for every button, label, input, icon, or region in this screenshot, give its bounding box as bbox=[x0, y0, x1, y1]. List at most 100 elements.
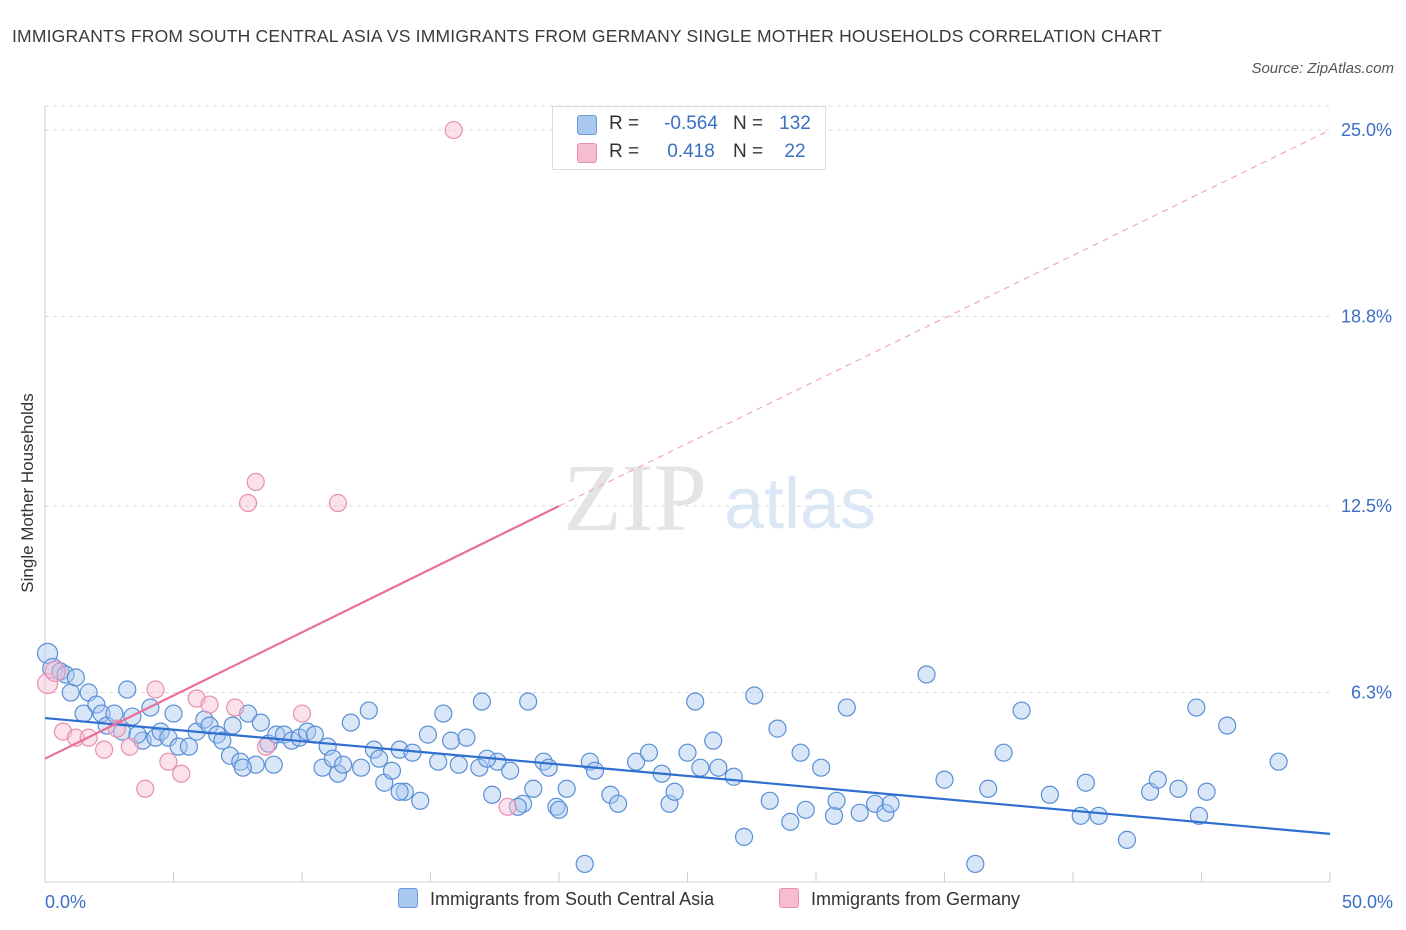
pink-point-0 bbox=[36, 672, 59, 695]
trend-lines bbox=[44, 129, 1331, 835]
blue-point-33 bbox=[251, 713, 270, 732]
x-tick-label-1: 50.0% bbox=[1342, 892, 1393, 912]
source-label: Source: ZipAtlas.com bbox=[1251, 60, 1394, 77]
blue-point-20 bbox=[164, 704, 183, 723]
axes bbox=[44, 106, 1331, 883]
blue-point-130 bbox=[233, 758, 252, 777]
blue-point-110 bbox=[1040, 785, 1059, 804]
blue-point-4 bbox=[61, 683, 80, 702]
blue-point-100 bbox=[850, 803, 869, 822]
pink-point-19 bbox=[328, 493, 348, 513]
blue-point-84 bbox=[686, 692, 705, 711]
bottom-legend-label-blue: Immigrants from South Central Asia bbox=[430, 889, 715, 909]
blue-point-44 bbox=[328, 764, 348, 783]
pink-point-16 bbox=[246, 472, 265, 492]
blue-point-95 bbox=[796, 800, 815, 819]
blue-point-89 bbox=[734, 827, 754, 846]
blue-point-13 bbox=[118, 680, 137, 699]
blue-point-29 bbox=[223, 716, 242, 735]
blue-point-66 bbox=[501, 761, 520, 780]
blue-point-105 bbox=[935, 770, 954, 789]
blue-point-94 bbox=[791, 743, 810, 762]
chart-title: IMMIGRANTS FROM SOUTH CENTRAL ASIA VS IM… bbox=[12, 26, 1162, 46]
pink-point-5 bbox=[95, 740, 114, 759]
blue-point-92 bbox=[768, 719, 787, 738]
legend-swatch-pink bbox=[577, 143, 597, 163]
blue-point-82 bbox=[665, 782, 684, 801]
blue-point-56 bbox=[418, 725, 438, 744]
blue-point-49 bbox=[370, 749, 389, 768]
pink-point-1 bbox=[44, 660, 66, 683]
blue-point-72 bbox=[547, 797, 566, 816]
blue-point-5 bbox=[66, 668, 85, 687]
blue-point-27 bbox=[213, 731, 232, 750]
pink-point-13 bbox=[200, 695, 219, 714]
trend-line-pink bbox=[44, 505, 560, 760]
legend-box: R = -0.564 N = 132 R = 0.418 N = 22 bbox=[552, 106, 826, 170]
y-tick-label-2: 18.8% bbox=[1341, 307, 1392, 327]
blue-point-55 bbox=[411, 791, 430, 810]
blue-point-108 bbox=[994, 743, 1013, 762]
blue-point-73 bbox=[557, 779, 576, 798]
blue-point-107 bbox=[979, 779, 998, 798]
blue-point-116 bbox=[1148, 770, 1167, 789]
blue-point-58 bbox=[434, 704, 453, 723]
blue-point-122 bbox=[1269, 752, 1288, 771]
blue-point-60 bbox=[449, 755, 468, 774]
blue-point-87 bbox=[709, 758, 728, 777]
blue-point-97 bbox=[824, 806, 844, 825]
blue-point-125 bbox=[334, 755, 353, 774]
blue-point-121 bbox=[1218, 716, 1237, 735]
legend-r-label: R = bbox=[609, 113, 640, 134]
blue-point-129 bbox=[575, 854, 594, 874]
pink-point-7 bbox=[120, 737, 139, 756]
blue-point-22 bbox=[179, 737, 199, 756]
blue-point-28 bbox=[220, 746, 240, 765]
blue-point-21 bbox=[169, 737, 188, 756]
tick-labels: 6.3% 12.5% 18.8% 25.0% 0.0% 50.0% bbox=[45, 120, 1393, 912]
blue-point-106 bbox=[966, 854, 985, 874]
y-tick-label-3: 25.0% bbox=[1341, 120, 1392, 140]
pink-point-11 bbox=[172, 764, 191, 783]
watermark-zip: ZIP bbox=[563, 444, 707, 551]
blue-point-117 bbox=[1169, 779, 1188, 798]
bottom-legend-label-pink: Immigrants from Germany bbox=[811, 889, 1021, 909]
blue-point-48 bbox=[364, 740, 384, 759]
blue-point-114 bbox=[1117, 830, 1137, 849]
pink-point-9 bbox=[146, 680, 165, 699]
pink-point-21 bbox=[498, 797, 517, 816]
blue-point-104 bbox=[917, 665, 936, 684]
blue-point-79 bbox=[639, 743, 659, 762]
legend-r-value: -0.564 bbox=[664, 113, 718, 134]
blue-point-103 bbox=[881, 794, 900, 813]
blue-point-59 bbox=[441, 731, 461, 750]
blue-point-77 bbox=[609, 794, 628, 813]
blue-point-53 bbox=[395, 782, 414, 801]
blue-point-41 bbox=[313, 758, 332, 777]
blue-point-78 bbox=[626, 752, 646, 771]
legend-n-value: 132 bbox=[779, 113, 811, 134]
legend-swatch-blue bbox=[577, 115, 597, 135]
bottom-legend-swatch-pink bbox=[779, 888, 799, 908]
series-south-central-asia bbox=[36, 642, 1288, 874]
bottom-legend-blue: Immigrants from South Central Asia bbox=[398, 888, 714, 910]
watermark-atlas: atlas bbox=[724, 464, 876, 544]
blue-point-113 bbox=[1089, 806, 1108, 825]
pink-point-18 bbox=[292, 704, 312, 723]
blue-point-123 bbox=[508, 797, 527, 816]
legend-r-label: R = bbox=[609, 141, 640, 162]
blue-point-93 bbox=[781, 812, 800, 831]
blue-point-47 bbox=[359, 701, 378, 720]
grid-lines bbox=[45, 105, 1330, 694]
y-tick-label-1: 12.5% bbox=[1341, 496, 1392, 516]
y-tick-label-0: 6.3% bbox=[1351, 683, 1392, 703]
blue-point-124 bbox=[549, 800, 569, 819]
blue-point-46 bbox=[352, 758, 371, 777]
blue-point-90 bbox=[745, 686, 764, 705]
x-tick-label-0: 0.0% bbox=[45, 892, 86, 912]
legend-n-value: 22 bbox=[784, 141, 806, 162]
legend-n-label: N = bbox=[733, 141, 764, 162]
blue-point-12 bbox=[112, 722, 132, 741]
blue-point-127 bbox=[264, 755, 283, 774]
